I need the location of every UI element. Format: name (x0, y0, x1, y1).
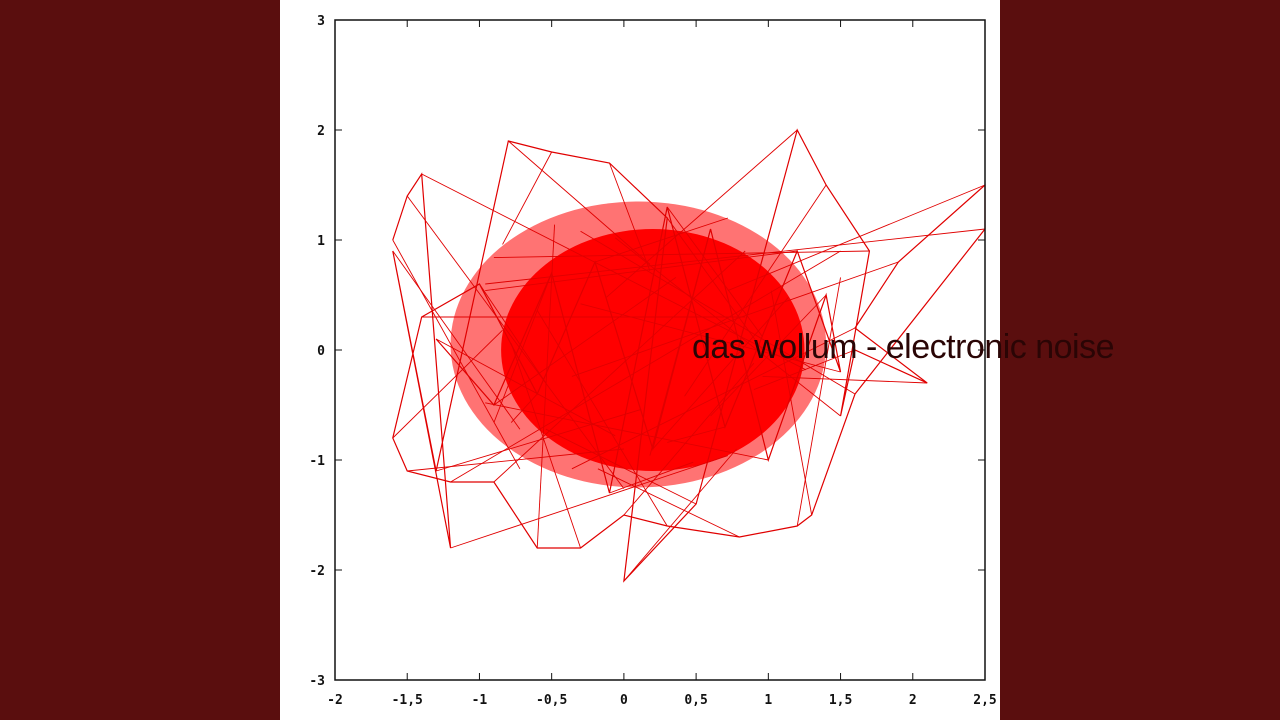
y-tick-label: -3 (309, 674, 325, 689)
album-cover: -2 -1,5 -1 -0,5 0 0,5 1 1,5 2 2,5 3 2 1 0 -1 -2 -3 das w… (280, 0, 1115, 720)
y-tick-label: 3 (317, 14, 325, 29)
series-segment (666, 217, 763, 351)
series-segment (614, 237, 841, 417)
series-segment (727, 184, 986, 292)
series-segment (421, 173, 807, 371)
x-tick-label: 2,5 (973, 693, 996, 708)
y-tick-label: 2 (317, 124, 325, 139)
series-segment (597, 468, 740, 538)
x-tick-label: -2 (327, 693, 343, 708)
series-line-0 (392, 128, 986, 583)
series-segment (406, 195, 625, 489)
x-tick-label: 1,5 (829, 693, 852, 708)
x-tick-label: -1,5 (392, 693, 423, 708)
series-segment (545, 428, 697, 505)
series-segment (710, 294, 827, 417)
series-segment (435, 408, 642, 472)
series-segment (580, 230, 856, 395)
y-tick-label: 1 (317, 234, 325, 249)
x-tick-label: 1 (764, 693, 772, 708)
series-segment (571, 261, 899, 377)
series-segment (770, 290, 813, 516)
x-tick-label: 2 (909, 693, 917, 708)
series-segment (606, 129, 798, 298)
series-segment (753, 349, 856, 391)
series-segment (508, 140, 651, 265)
x-tick-label: 0,5 (684, 693, 707, 708)
series-segment (479, 283, 547, 384)
series-segment (536, 224, 556, 549)
series-segment (684, 184, 827, 397)
series-segment (493, 277, 677, 406)
cover-title: das wollum - electronic noise (691, 328, 1115, 366)
series-segment (493, 272, 553, 423)
series-segment (623, 362, 755, 516)
series-segment (594, 217, 729, 263)
series-segment (392, 329, 503, 439)
series-segment (609, 461, 694, 494)
y-tick-label: -1 (309, 454, 325, 469)
y-tick-label: -2 (309, 564, 325, 579)
series-segment (796, 277, 841, 527)
series-segment (580, 303, 841, 373)
y-tick-label: 0 (317, 344, 325, 359)
series-segment (493, 250, 746, 483)
series-segment (392, 239, 521, 470)
series-segment (666, 206, 763, 338)
series-segment (609, 162, 651, 271)
series-segment (493, 250, 870, 259)
series-segment (502, 151, 553, 245)
series-segment (649, 228, 711, 456)
series-segment (510, 393, 538, 423)
series-segment (392, 250, 521, 430)
series-segment (435, 338, 616, 437)
series-segment (450, 455, 729, 549)
series-segment (762, 375, 928, 384)
x-tick-label: -1 (472, 693, 488, 708)
series-segment (407, 448, 624, 472)
series-segment (510, 343, 581, 549)
series-segment (652, 296, 789, 450)
x-tick-label: 0 (620, 693, 628, 708)
series-segment (450, 250, 841, 483)
x-tick-label: -0,5 (536, 693, 567, 708)
series-segment (667, 426, 726, 443)
series-segment (623, 448, 737, 582)
series-segment (485, 250, 798, 292)
series-segment (485, 402, 769, 461)
series-segment (485, 228, 986, 285)
